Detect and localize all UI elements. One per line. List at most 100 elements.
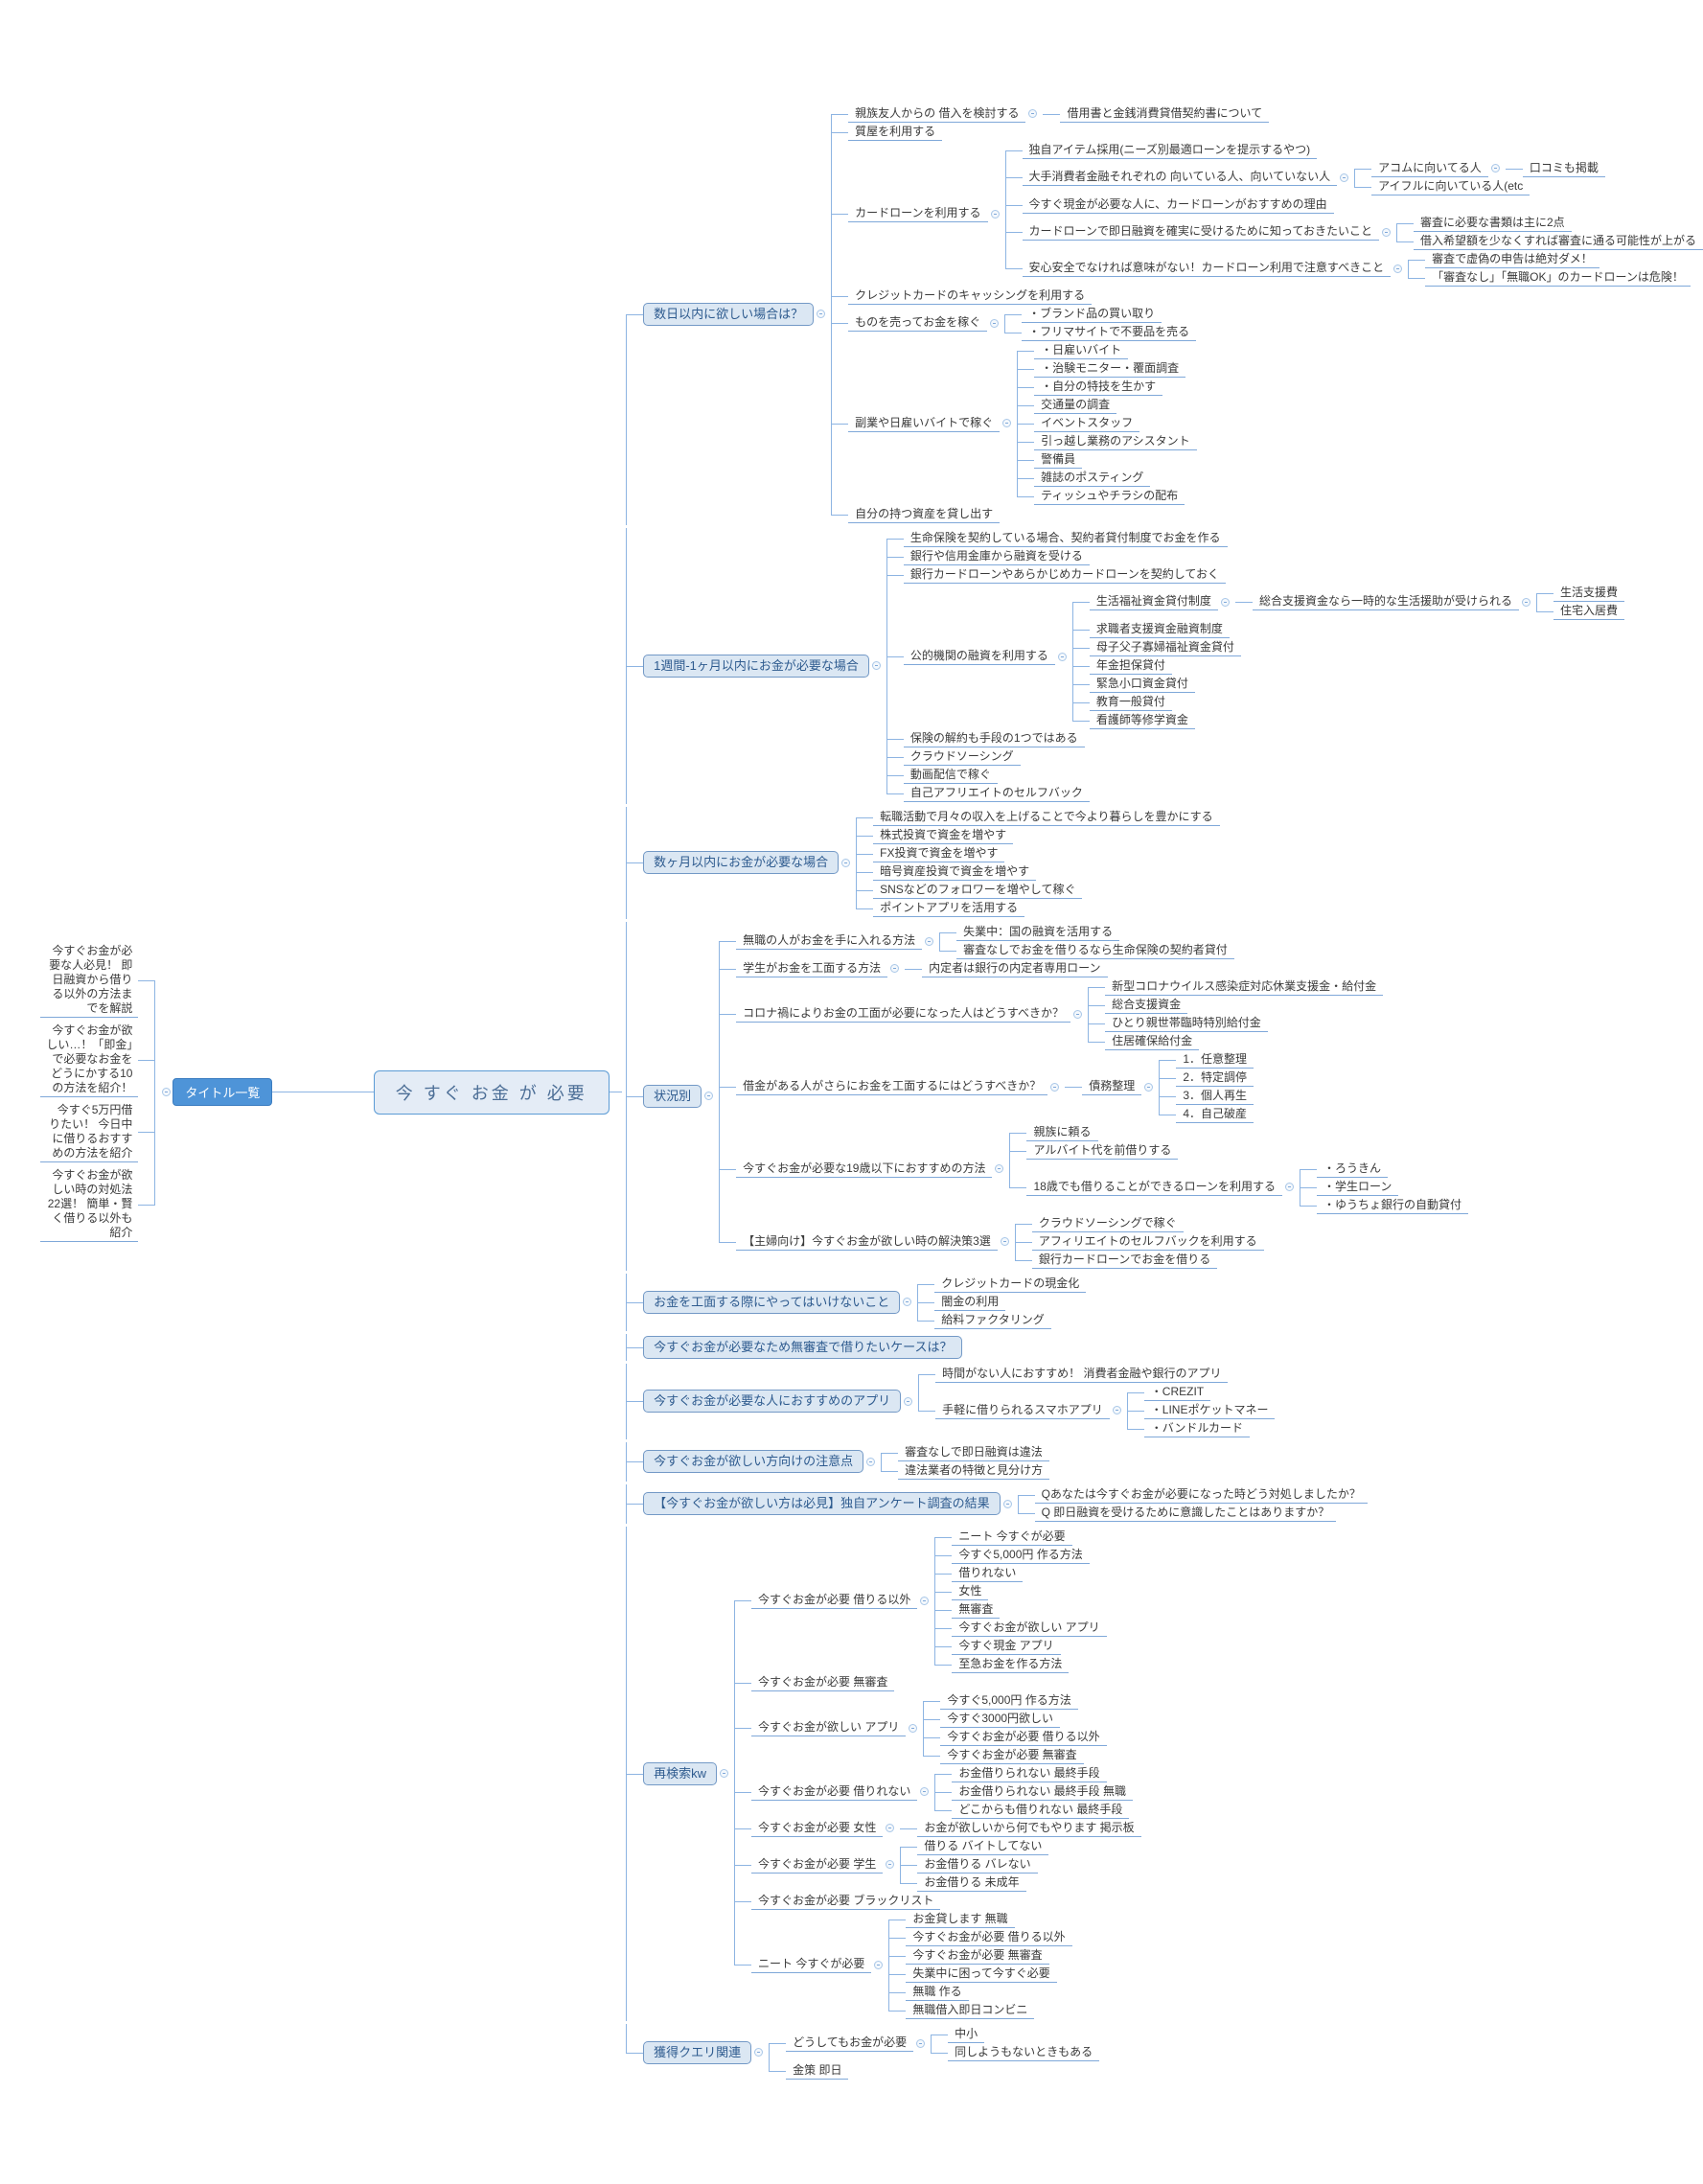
collapse-icon[interactable]: [1220, 597, 1230, 607]
topic-label[interactable]: 審査なしで即日融資は違法: [898, 1444, 1049, 1461]
topic-label[interactable]: ・自分の特技を生かす: [1034, 379, 1163, 396]
topic-label[interactable]: クレジットカードのキャッシングを利用する: [848, 287, 1093, 305]
topic-label[interactable]: 今すぐお金が必要 借りれない: [751, 1783, 918, 1801]
collapse-icon[interactable]: [1340, 172, 1349, 182]
topic-label[interactable]: 住宅入居費: [1553, 603, 1624, 620]
topic-label[interactable]: 18歳でも借りることができるローンを利用する: [1026, 1179, 1282, 1196]
collapse-icon[interactable]: [990, 318, 1000, 328]
topic-label[interactable]: 今すぐお金が必要 ブラックリスト: [751, 1893, 941, 1910]
topic-label[interactable]: 年金担保貸付: [1089, 657, 1172, 675]
collapse-icon[interactable]: [817, 310, 826, 318]
section-box[interactable]: お金を工面する際にやってはいけないこと: [643, 1290, 901, 1314]
topic-label[interactable]: 無職借入即日コンビニ: [906, 2002, 1035, 2019]
topic-label[interactable]: 住居確保給付金: [1105, 1033, 1200, 1050]
topic-label[interactable]: 引っ越し業務のアシスタント: [1034, 433, 1197, 450]
topic-label[interactable]: イベントスタッフ: [1034, 415, 1140, 432]
topic-label[interactable]: アルバイト代を前借りする: [1026, 1142, 1179, 1160]
topic-label[interactable]: カードローンを利用する: [848, 205, 988, 222]
topic-label[interactable]: SNSなどのフォロワーを増やして稼ぐ: [873, 882, 1083, 899]
topic-label[interactable]: 今すぐお金が必要 学生: [751, 1856, 884, 1874]
collapse-icon[interactable]: [866, 1457, 876, 1466]
topic-label[interactable]: ・バンドルカード: [1143, 1420, 1251, 1437]
topic-label[interactable]: クラウドソーシング: [903, 748, 1021, 766]
collapse-icon[interactable]: [1285, 1183, 1294, 1191]
topic-label[interactable]: ・ろうきん: [1317, 1161, 1389, 1178]
topic-label[interactable]: 同しようもないときもある: [948, 2044, 1100, 2061]
topic-label[interactable]: 生活支援費: [1553, 585, 1624, 602]
topic-label[interactable]: 違法業者の特徴と見分け方: [898, 1462, 1050, 1480]
collapse-icon[interactable]: [990, 209, 1000, 218]
topic-label[interactable]: 新型コロナウイルス感染症対応休業支援金・給付金: [1105, 978, 1384, 996]
topic-label[interactable]: ・学生ローン: [1317, 1179, 1399, 1196]
collapse-icon[interactable]: [1112, 1406, 1121, 1414]
section-box[interactable]: 今すぐお金が欲しい方向けの注意点: [643, 1450, 864, 1473]
collapse-icon[interactable]: [886, 1860, 895, 1869]
topic-label[interactable]: 1．任意整理: [1176, 1051, 1254, 1069]
title-item[interactable]: 今すぐ5万円借りたい！ 今日中に借りるおすすめの方法を紹介: [40, 1102, 139, 1162]
topic-label[interactable]: 3．個人再生: [1176, 1088, 1254, 1105]
topic-label[interactable]: 親族に頼る: [1026, 1124, 1098, 1141]
topic-label[interactable]: 2．特定調停: [1176, 1069, 1254, 1087]
topic-label[interactable]: ・CREZIT: [1143, 1384, 1211, 1401]
topic-label[interactable]: 無職 作る: [906, 1984, 969, 2001]
topic-label[interactable]: 「審査なし」「無職OK」のカードローンは危険！: [1425, 269, 1691, 287]
topic-label[interactable]: 銀行カードローンでお金を借りる: [1031, 1252, 1218, 1269]
collapse-icon[interactable]: [1521, 597, 1530, 607]
topic-label[interactable]: お金借りられない 最終手段 無職: [952, 1783, 1134, 1801]
topic-label[interactable]: FX投資で資金を増やす: [873, 845, 1005, 862]
title-item[interactable]: 今すぐお金が必要な人必見！ 即日融資から借りる以外の方法までを解説: [40, 943, 139, 1018]
topic-label[interactable]: ニート 今すぐが必要: [751, 1956, 872, 1973]
section-box[interactable]: 【今すぐお金が欲しい方は必見】独自アンケート調査の結果: [643, 1492, 1001, 1515]
topic-label[interactable]: 借入希望額を少なくすれば審査に通る可能性が上がる: [1413, 233, 1703, 250]
topic-label[interactable]: 無審査: [952, 1601, 1001, 1619]
collapse-icon[interactable]: [1393, 264, 1403, 273]
collapse-icon[interactable]: [1002, 1499, 1012, 1508]
collapse-icon[interactable]: [1073, 1009, 1083, 1019]
title-item[interactable]: 今すぐお金が欲しい…！「即金」で必要なお金をどうにかする10の方法を紹介！: [40, 1023, 139, 1097]
topic-label[interactable]: 警備員: [1034, 451, 1083, 469]
topic-label[interactable]: 生命保険を契約している場合、契約者貸付制度でお金を作る: [903, 530, 1228, 547]
topic-label[interactable]: 今すぐお金が必要 借りる以外: [940, 1729, 1107, 1746]
topic-label[interactable]: 今すぐ5,000円 作る方法: [940, 1692, 1078, 1710]
section-box[interactable]: 獲得クエリ関連: [643, 2040, 752, 2064]
collapse-icon[interactable]: [886, 1824, 895, 1832]
topic-label[interactable]: 今すぐお金が必要 借りる以外: [906, 1929, 1072, 1946]
topic-label[interactable]: アコムに向いてる人: [1371, 160, 1488, 177]
topic-label[interactable]: 今すぐお金が必要 無審査: [751, 1674, 895, 1691]
topic-label[interactable]: 緊急小口資金貸付: [1089, 676, 1195, 693]
collapse-icon[interactable]: [1028, 109, 1038, 118]
topic-label[interactable]: アイフルに向いている人(etc: [1371, 178, 1530, 195]
topic-label[interactable]: 今すぐお金が必要 無審査: [906, 1947, 1049, 1965]
topic-label[interactable]: 口コミも掲載: [1522, 160, 1605, 177]
topic-label[interactable]: どうしてもお金が必要: [786, 2035, 914, 2052]
topic-label[interactable]: 看護師等修学資金: [1089, 712, 1195, 729]
topic-label[interactable]: ・日雇いバイト: [1034, 342, 1129, 359]
topic-label[interactable]: 今すぐ現金が必要な人に、カードローンがおすすめの理由: [1022, 196, 1334, 214]
topic-label[interactable]: 自分の持つ資産を貸し出す: [848, 506, 1001, 523]
topic-label[interactable]: アフィリエイトのセルフバックを利用する: [1031, 1233, 1264, 1251]
topic-label[interactable]: 自己アフリエイトのセルフバック: [903, 785, 1090, 802]
topic-label[interactable]: 中小: [948, 2026, 985, 2043]
title-item[interactable]: 今すぐお金が欲しい時の対処法22選！ 簡単・賢く借りる以外も紹介: [40, 1167, 139, 1242]
section-box[interactable]: 1週間-1ヶ月以内にお金が必要な場合: [643, 654, 869, 678]
topic-label[interactable]: 総合支援資金なら一時的な生活援助が受けられる: [1252, 593, 1519, 610]
section-box[interactable]: 再検索kw: [643, 1761, 717, 1785]
topic-label[interactable]: 至急お金を作る方法: [952, 1656, 1070, 1673]
topic-label[interactable]: 審査に必要な書類は主に2点: [1413, 215, 1572, 232]
collapse-icon[interactable]: [920, 1596, 930, 1605]
collapse-icon[interactable]: [920, 1787, 930, 1796]
topic-label[interactable]: 借用書と金銭消費貸借契約書について: [1060, 105, 1270, 123]
topic-label[interactable]: 独自アイテム採用(ニーズ別最適ローンを提示するやつ): [1022, 142, 1318, 159]
topic-label[interactable]: 借金がある人がさらにお金を工面するにはどうすべきか？: [736, 1078, 1048, 1095]
topic-label[interactable]: 無職の人がお金を手に入れる方法: [736, 932, 923, 950]
collapse-icon[interactable]: [874, 1960, 884, 1969]
topic-label[interactable]: お金借りる 未成年: [917, 1874, 1026, 1892]
topic-label[interactable]: 今すぐお金が欲しい アプリ: [952, 1620, 1107, 1637]
topic-label[interactable]: 生活福祉資金貸付制度: [1089, 593, 1218, 610]
topic-label[interactable]: お金借りる バレない: [917, 1856, 1038, 1874]
collapse-icon[interactable]: [916, 2038, 926, 2048]
collapse-icon[interactable]: [890, 964, 900, 973]
topic-label[interactable]: 失業中に困って今すぐ必要: [906, 1966, 1057, 1983]
topic-label[interactable]: カードローンで即日融資を確実に受けるために知っておきたいこと: [1022, 223, 1379, 241]
topic-label[interactable]: 母子父子寡婦福祉資金貸付: [1089, 639, 1241, 656]
